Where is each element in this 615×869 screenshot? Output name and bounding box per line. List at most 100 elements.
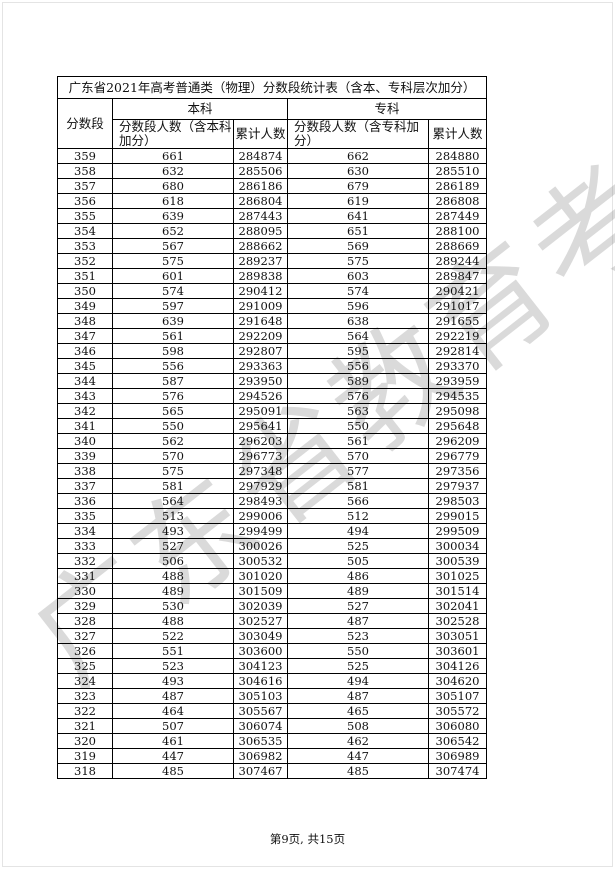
cell-junior-cumulative: 293959 [427,373,488,389]
cell-undergrad-count: 632 [112,163,234,179]
cell-score: 355 [57,208,113,224]
cell-undergrad-cumulative: 289237 [233,253,288,269]
cell-junior-cumulative: 295098 [427,403,488,419]
cell-score: 332 [57,553,113,569]
cell-junior-cumulative: 292219 [427,328,488,344]
cell-undergrad-cumulative: 286804 [233,193,288,209]
cell-junior-count: 505 [287,553,429,569]
cell-junior-count: 570 [287,448,429,464]
cell-score: 354 [57,223,113,239]
table-row: 338 575 297348 577 297356 [57,463,488,479]
cell-undergrad-cumulative: 296773 [233,448,288,464]
cell-undergrad-cumulative: 304616 [233,673,288,689]
cell-undergrad-count: 597 [112,298,234,314]
cell-junior-count: 487 [287,613,429,629]
cell-junior-count: 575 [287,253,429,269]
cell-score: 320 [57,733,113,749]
cell-score: 337 [57,478,113,494]
cell-undergrad-count: 488 [112,613,234,629]
table-row: 347 561 292209 564 292219 [57,328,488,344]
cell-junior-cumulative: 297937 [427,478,488,494]
cell-undergrad-count: 564 [112,493,234,509]
cell-score: 326 [57,643,113,659]
cell-undergrad-cumulative: 301509 [233,583,288,599]
cell-junior-cumulative: 291655 [427,313,488,329]
cell-undergrad-cumulative: 303600 [233,643,288,659]
cell-junior-cumulative: 288669 [427,238,488,254]
cell-junior-count: 581 [287,478,429,494]
cell-undergrad-count: 487 [112,688,234,704]
cell-junior-count: 556 [287,358,429,374]
table-row: 337 581 297929 581 297937 [57,478,488,494]
cell-score: 350 [57,283,113,299]
cell-junior-count: 589 [287,373,429,389]
cell-junior-cumulative: 302528 [427,613,488,629]
cell-junior-count: 566 [287,493,429,509]
cell-undergrad-count: 587 [112,373,234,389]
cell-undergrad-count: 575 [112,463,234,479]
table-row: 340 562 296203 561 296209 [57,433,488,449]
cell-undergrad-cumulative: 284874 [233,148,288,164]
cell-undergrad-count: 527 [112,538,234,554]
cell-score: 329 [57,598,113,614]
cell-junior-count: 641 [287,208,429,224]
table-row: 325 523 304123 525 304126 [57,658,488,674]
cell-score: 341 [57,418,113,434]
table-row: 327 522 303049 523 303051 [57,628,488,644]
cell-score: 353 [57,238,113,254]
cell-undergrad-cumulative: 307467 [233,763,288,779]
cell-junior-cumulative: 289244 [427,253,488,269]
header-undergrad-cumulative: 累计人数 [233,119,288,149]
cell-undergrad-count: 565 [112,403,234,419]
table-row: 333 527 300026 525 300034 [57,538,488,554]
cell-undergrad-cumulative: 306982 [233,748,288,764]
cell-junior-cumulative: 291017 [427,298,488,314]
cell-junior-cumulative: 304126 [427,658,488,674]
table-row: 335 513 299006 512 299015 [57,508,488,524]
cell-score: 322 [57,703,113,719]
cell-junior-count: 576 [287,388,429,404]
table-row: 350 574 290412 574 290421 [57,283,488,299]
table-row: 351 601 289838 603 289847 [57,268,488,284]
page-number: 第9页, 共15页 [269,832,346,846]
cell-score: 356 [57,193,113,209]
cell-undergrad-count: 493 [112,523,234,539]
cell-undergrad-count: 567 [112,238,234,254]
cell-undergrad-cumulative: 292807 [233,343,288,359]
cell-junior-cumulative: 300034 [427,538,488,554]
cell-score: 339 [57,448,113,464]
cell-score: 330 [57,583,113,599]
cell-junior-count: 462 [287,733,429,749]
cell-score: 321 [57,718,113,734]
cell-undergrad-count: 581 [112,478,234,494]
cell-undergrad-cumulative: 303049 [233,628,288,644]
cell-undergrad-count: 661 [112,148,234,164]
header-score-band: 分数段 [57,98,113,149]
cell-score: 343 [57,388,113,404]
cell-undergrad-count: 598 [112,343,234,359]
cell-junior-cumulative: 284880 [427,148,488,164]
cell-junior-count: 577 [287,463,429,479]
cell-undergrad-cumulative: 293363 [233,358,288,374]
cell-junior-cumulative: 306989 [427,748,488,764]
cell-undergrad-cumulative: 306535 [233,733,288,749]
cell-undergrad-count: 562 [112,433,234,449]
cell-junior-count: 525 [287,538,429,554]
cell-junior-count: 595 [287,343,429,359]
cell-undergrad-cumulative: 306074 [233,718,288,734]
cell-undergrad-count: 447 [112,748,234,764]
cell-score: 358 [57,163,113,179]
cell-junior-count: 494 [287,673,429,689]
cell-undergrad-count: 488 [112,568,234,584]
cell-score: 335 [57,508,113,524]
cell-junior-cumulative: 299015 [427,508,488,524]
cell-junior-count: 523 [287,628,429,644]
table-row: 345 556 293363 556 293370 [57,358,488,374]
cell-undergrad-count: 639 [112,208,234,224]
cell-junior-count: 651 [287,223,429,239]
cell-undergrad-cumulative: 305103 [233,688,288,704]
cell-junior-count: 485 [287,763,429,779]
cell-junior-cumulative: 305107 [427,688,488,704]
cell-junior-count: 574 [287,283,429,299]
cell-undergrad-count: 550 [112,418,234,434]
